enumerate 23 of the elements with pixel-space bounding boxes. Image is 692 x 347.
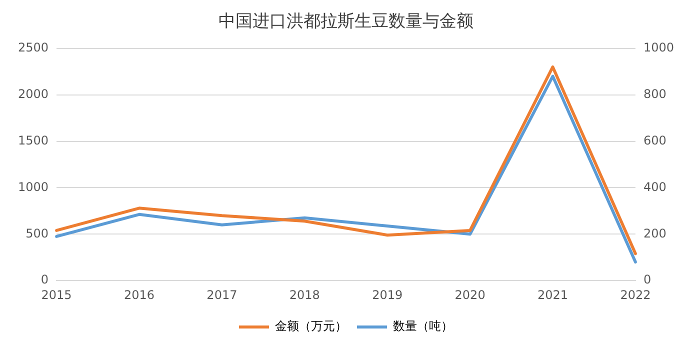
y-tick-label: 2000 <box>18 86 49 101</box>
x-tick-label: 2021 <box>537 288 568 302</box>
y2-tick-label: 0 <box>643 272 652 287</box>
x-tick-label: 2016 <box>124 288 155 302</box>
legend-label: 数量（吨） <box>393 319 453 334</box>
x-tick-label: 2019 <box>372 288 403 302</box>
y2-tick-label: 800 <box>643 86 666 101</box>
chart-title: 中国进口洪都拉斯生豆数量与金额 <box>218 12 474 32</box>
y2-tick-label: 600 <box>643 133 666 148</box>
x-tick-label: 2015 <box>41 288 72 302</box>
y-tick-label: 1500 <box>18 133 49 148</box>
x-tick-label: 2020 <box>454 288 486 302</box>
x-tick-label: 2022 <box>620 288 651 302</box>
y2-tick-label: 1000 <box>643 40 674 55</box>
y-tick-label: 1000 <box>18 180 49 194</box>
y2-tick-label: 200 <box>643 226 666 240</box>
y-tick-label: 2500 <box>18 40 49 55</box>
y2-tick-label: 400 <box>643 180 666 194</box>
x-tick-label: 2017 <box>206 288 238 302</box>
y-tick-label: 500 <box>26 226 49 240</box>
legend-label: 金额（万元） <box>275 319 347 334</box>
x-tick-label: 2018 <box>289 288 320 302</box>
y-tick-label: 0 <box>40 272 49 287</box>
